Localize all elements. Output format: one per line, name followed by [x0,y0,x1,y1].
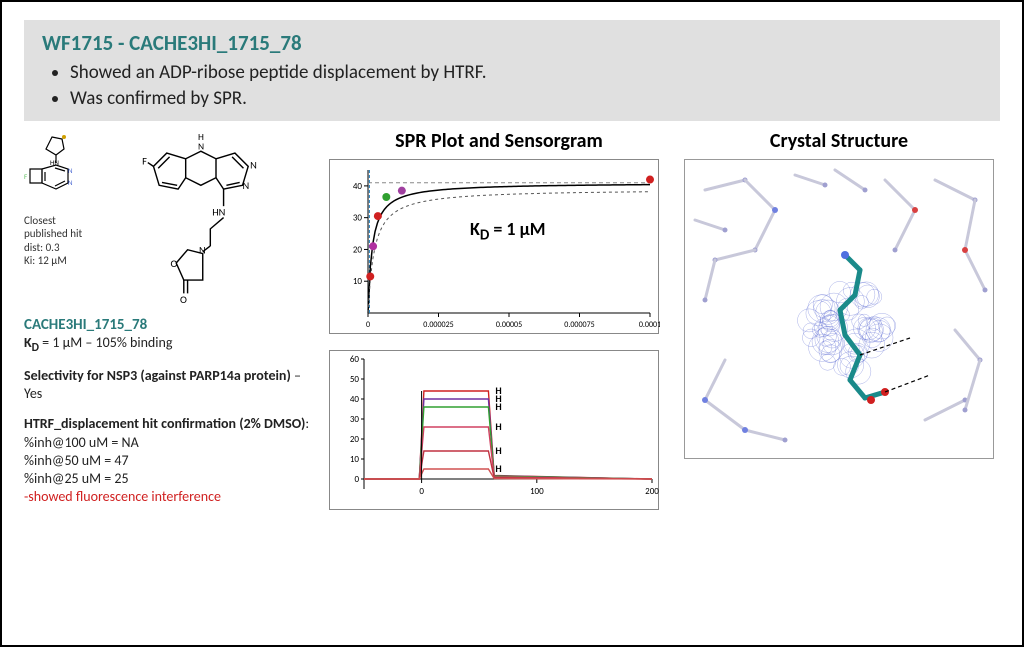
kd-annot-sub: D [480,227,489,245]
svg-text:N: N [68,178,73,187]
crystal-title: Crystal Structure [679,129,999,153]
htrf-label: HTRF_displacement hit confirmation (2% D… [24,415,305,432]
svg-text:F: F [24,172,28,181]
svg-text:20: 20 [353,245,363,256]
slide: WF1715 - CACHE3HI_1715_78 Showed an ADP-… [0,0,1024,647]
svg-text:0: 0 [419,486,424,497]
svg-text:H: H [495,444,501,457]
header-bullets: Showed an ADP-ribose peptide displacemen… [70,60,982,111]
hit-cap-3: dist: 0.3 [24,241,60,254]
kd-sub: D [32,341,39,355]
htrf-row-2: %inh@50 uM = 47 [24,452,129,469]
svg-text:20: 20 [350,434,360,445]
svg-text:H: H [495,462,501,475]
svg-text:HN: HN [212,206,225,219]
kd-annotation: KD = 1 µM [470,218,545,245]
kd-line: KD = 1 µM – 105% binding [24,334,319,355]
kd-rest: = 1 µM – 105% binding [39,334,172,351]
bullet-1: Showed an ADP-ribose peptide displacemen… [70,60,982,86]
bullet-2: Was confirmed by SPR. [70,86,982,112]
binding-plot: 10 20 30 40 0 0.000025 0.00005 0.000075 0.0001 K… [329,159,659,334]
svg-text:40: 40 [350,394,360,405]
svg-text:60: 60 [350,354,360,365]
svg-text:O: O [180,293,187,306]
structure-row: HN F N N Closest published hit dist: 0.3 [24,129,319,312]
svg-text:F: F [142,155,147,168]
svg-text:0.0001: 0.0001 [639,320,660,330]
kd-k: K [24,334,32,351]
hit-cap-1: Closest [24,214,56,227]
svg-text:N: N [250,159,257,172]
header-box: WF1715 - CACHE3HI_1715_78 Showed an ADP-… [24,20,1000,121]
svg-text:0: 0 [366,320,370,330]
svg-text:0: 0 [354,474,359,485]
compound-info: CACHE3HI_1715_78 KD = 1 µM – 105% bindin… [24,316,319,355]
kd-annot-k: K [470,218,480,240]
svg-text:10: 10 [353,277,363,288]
right-column: Crystal Structure [679,129,999,510]
htrf-block: HTRF_displacement hit confirmation (2% D… [24,415,319,506]
svg-text:40: 40 [353,181,363,192]
svg-text:O: O [171,257,178,270]
svg-text:50: 50 [350,374,360,385]
hit-cap-4: Ki: 12 µM [24,254,67,267]
selectivity-label: Selectivity for NSP3 (against PARP14a pr… [24,367,291,384]
svg-text:100: 100 [530,486,544,497]
svg-text:N: N [243,179,250,192]
middle-column: SPR Plot and Sensorgram 10 20 30 40 0 0.00002… [329,129,669,510]
svg-text:30: 30 [350,414,360,425]
htrf-row-1: %inh@100 uM = NA [24,434,139,451]
content-row: HN F N N Closest published hit dist: 0.3 [24,129,1000,510]
header-title: WF1715 - CACHE3HI_1715_78 [42,30,982,56]
selectivity-block: Selectivity for NSP3 (against PARP14a pr… [24,367,319,403]
closest-hit-structure: HN F N N Closest published hit dist: 0.3 [24,129,102,267]
crystal-structure [684,159,994,459]
sensorgram-plot: 01020304050600100200HHHHHH [329,350,659,510]
hit-caption: Closest published hit dist: 0.3 Ki: 12 µ… [24,214,102,267]
htrf-warning: -showed fluorescence interference [24,488,221,505]
spr-title: SPR Plot and Sensorgram [329,129,669,153]
htrf-row-3: %inh@25 uM = 25 [24,470,129,487]
svg-text:0.000075: 0.000075 [564,320,594,330]
hit-cap-2: published hit [24,227,82,240]
svg-text:10: 10 [350,454,360,465]
svg-text:N: N [68,166,73,175]
svg-text:N: N [198,141,204,153]
svg-text:30: 30 [353,213,363,224]
svg-text:0.00005: 0.00005 [496,320,522,330]
svg-text:0.000025: 0.000025 [423,320,453,330]
svg-text:200: 200 [645,486,659,497]
kd-annot-rest: = 1 µM [489,218,545,240]
left-column: HN F N N Closest published hit dist: 0.3 [24,129,319,510]
main-structure: H N N N F [108,129,288,312]
compound-name: CACHE3HI_1715_78 [24,316,319,334]
svg-text:H: H [495,420,501,433]
svg-text:H: H [495,400,501,413]
